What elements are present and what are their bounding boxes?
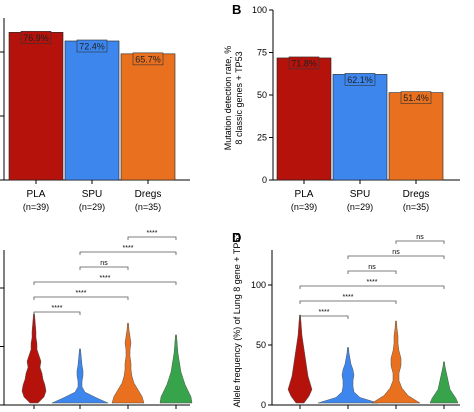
significance-bracket: [79, 251, 177, 255]
x-tick-sublabel: (n=29): [347, 202, 373, 212]
x-tick-sublabel: (n=39): [23, 202, 49, 212]
value-label: 62.1%: [347, 75, 373, 85]
value-label: 65.7%: [135, 54, 161, 64]
violin-group-3: [371, 320, 421, 404]
significance-label: ns: [100, 260, 108, 267]
panel-d-ylabel: Allele frequency (%) of Lung 8 gene + TP…: [232, 233, 242, 408]
significance-label: ****: [100, 275, 111, 282]
significance-bracket: [299, 300, 397, 304]
panel-b: B Mutation detection rate, % 8 classic g…: [223, 2, 460, 212]
significance-bracket: [395, 240, 445, 244]
bar-spu: [332, 74, 388, 181]
panel-b-letter: B: [232, 2, 241, 17]
panel-d: D Allele frequency (%) of Lung 8 gene + …: [232, 230, 460, 410]
x-tick-label: SPU: [82, 189, 103, 200]
violin-group-1: [21, 313, 47, 404]
violin-group-2: [51, 348, 109, 404]
significance-label: ****: [123, 245, 134, 252]
significance-label: ****: [367, 279, 378, 286]
panel-a: 76.9% PLA (n=39) 72.4% SPU (n=29) 65.7% Dregs (n…: [0, 18, 190, 212]
value-label-box: [132, 52, 164, 66]
panel-b-ylabel-line-2: 8 classic genes + TP53: [234, 51, 244, 144]
y-tick-label: 50: [256, 340, 266, 350]
value-label: 71.8%: [291, 58, 317, 68]
value-label-box: [76, 39, 108, 53]
y-tick-label: 0: [261, 400, 266, 410]
y-tick-label: 25: [257, 133, 267, 143]
violin-group-4: [429, 361, 459, 404]
bar-pla: [276, 57, 332, 181]
y-tick-label: 75: [257, 48, 267, 58]
value-label-box: [20, 31, 52, 44]
panel-b-ylabel-line-1: Mutation detection rate, %: [223, 46, 233, 151]
significance-label: ****: [319, 309, 330, 316]
x-tick-label: SPU: [350, 189, 371, 200]
x-tick-sublabel: (n=29): [79, 202, 105, 212]
significance-label: ns: [368, 264, 376, 271]
bar-dregs: [120, 53, 176, 181]
bar-dregs: [388, 92, 444, 181]
y-tick-label: 100: [251, 280, 266, 290]
panel-d-letter: D: [232, 230, 241, 245]
x-tick-label: PLA: [27, 189, 46, 200]
violin-group-3: [111, 322, 145, 404]
value-label: 51.4%: [403, 93, 429, 103]
value-label-box: [344, 73, 376, 86]
value-label: 72.4%: [79, 41, 105, 51]
significance-bracket: [127, 236, 177, 240]
panel-c: **** **** **** ns **** ****: [0, 230, 193, 409]
significance-label: ns: [416, 234, 424, 241]
significance-bracket: [299, 285, 445, 289]
violin-group-1: [287, 314, 313, 404]
significance-label: ****: [52, 305, 63, 312]
significance-bracket: [347, 255, 445, 259]
x-tick-label: Dregs: [135, 189, 162, 200]
significance-label: ****: [147, 230, 158, 237]
significance-bracket: [299, 315, 349, 319]
value-label-box: [288, 56, 320, 70]
violin-group-2: [317, 347, 379, 404]
value-label: 76.9%: [23, 33, 49, 43]
significance-bracket: [33, 311, 81, 315]
y-tick-label: 100: [252, 5, 267, 15]
significance-label: ****: [343, 294, 354, 301]
significance-label: ns: [392, 249, 400, 256]
x-tick-sublabel: (n=35): [403, 202, 429, 212]
significance-bracket: [33, 281, 177, 285]
bar-spu: [64, 40, 120, 181]
bar-pla: [8, 32, 64, 181]
x-tick-sublabel: (n=39): [291, 202, 317, 212]
significance-label: ****: [76, 290, 87, 297]
x-tick-label: PLA: [295, 189, 314, 200]
significance-bracket: [33, 296, 129, 300]
value-label-box: [400, 91, 432, 104]
y-tick-label: 50: [257, 90, 267, 100]
x-tick-label: Dregs: [403, 189, 430, 200]
significance-bracket: [79, 266, 129, 270]
violin-group-4: [159, 334, 193, 404]
x-tick-sublabel: (n=35): [135, 202, 161, 212]
y-tick-label: 0: [262, 175, 267, 185]
significance-bracket: [347, 270, 397, 274]
